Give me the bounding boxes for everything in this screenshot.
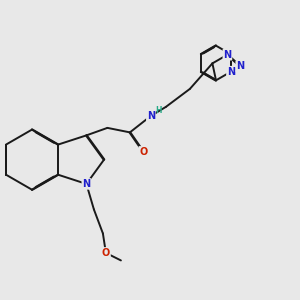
Text: O: O bbox=[102, 248, 110, 258]
Text: N: N bbox=[227, 67, 235, 77]
Text: N: N bbox=[82, 179, 91, 189]
Text: N: N bbox=[147, 111, 155, 121]
Text: N: N bbox=[223, 50, 232, 60]
Text: N: N bbox=[236, 61, 244, 71]
Text: H: H bbox=[155, 106, 162, 115]
Text: O: O bbox=[139, 147, 148, 157]
